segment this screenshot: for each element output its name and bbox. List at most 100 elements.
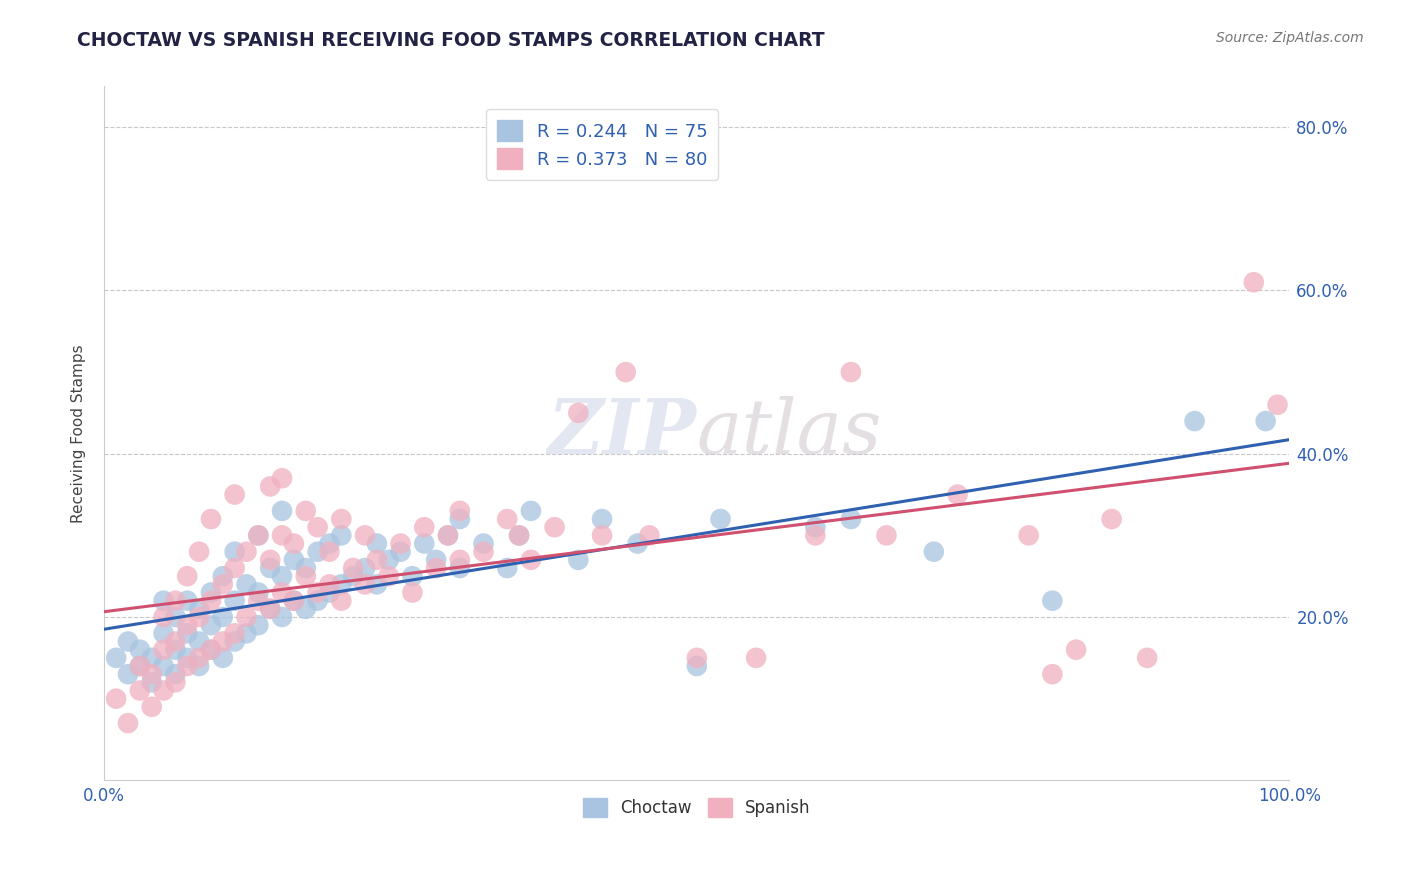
Point — [271, 504, 294, 518]
Point — [165, 675, 187, 690]
Point — [211, 650, 233, 665]
Point — [342, 561, 364, 575]
Point — [259, 602, 281, 616]
Point — [626, 536, 648, 550]
Text: ZIP: ZIP — [548, 396, 697, 470]
Point — [259, 553, 281, 567]
Point — [271, 585, 294, 599]
Point — [401, 569, 423, 583]
Point — [1136, 650, 1159, 665]
Text: atlas: atlas — [697, 396, 882, 470]
Point — [307, 585, 329, 599]
Point — [200, 642, 222, 657]
Point — [804, 520, 827, 534]
Legend: Choctaw, Spanish: Choctaw, Spanish — [576, 791, 817, 824]
Text: CHOCTAW VS SPANISH RECEIVING FOOD STAMPS CORRELATION CHART: CHOCTAW VS SPANISH RECEIVING FOOD STAMPS… — [77, 31, 825, 50]
Point — [224, 561, 246, 575]
Point — [520, 553, 543, 567]
Point — [200, 512, 222, 526]
Point — [1101, 512, 1123, 526]
Point — [366, 536, 388, 550]
Point — [188, 610, 211, 624]
Point — [686, 659, 709, 673]
Point — [472, 545, 495, 559]
Point — [389, 536, 412, 550]
Point — [165, 593, 187, 607]
Point — [354, 561, 377, 575]
Point — [176, 650, 198, 665]
Point — [283, 593, 305, 607]
Point — [165, 667, 187, 681]
Point — [259, 602, 281, 616]
Point — [330, 593, 353, 607]
Point — [354, 577, 377, 591]
Point — [259, 479, 281, 493]
Point — [271, 528, 294, 542]
Point — [211, 634, 233, 648]
Point — [1040, 667, 1063, 681]
Point — [1254, 414, 1277, 428]
Point — [283, 553, 305, 567]
Point — [128, 659, 150, 673]
Point — [330, 528, 353, 542]
Point — [105, 691, 128, 706]
Point — [259, 561, 281, 575]
Point — [247, 593, 270, 607]
Point — [413, 536, 436, 550]
Point — [165, 634, 187, 648]
Point — [638, 528, 661, 542]
Point — [224, 626, 246, 640]
Point — [294, 561, 316, 575]
Point — [247, 585, 270, 599]
Point — [1040, 593, 1063, 607]
Point — [543, 520, 565, 534]
Point — [307, 593, 329, 607]
Point — [567, 553, 589, 567]
Point — [437, 528, 460, 542]
Point — [152, 626, 174, 640]
Point — [271, 471, 294, 485]
Point — [922, 545, 945, 559]
Point — [294, 504, 316, 518]
Point — [211, 610, 233, 624]
Point — [389, 545, 412, 559]
Point — [224, 545, 246, 559]
Point — [425, 561, 447, 575]
Point — [377, 569, 399, 583]
Point — [152, 642, 174, 657]
Point — [1184, 414, 1206, 428]
Point — [686, 650, 709, 665]
Point — [188, 634, 211, 648]
Point — [449, 561, 471, 575]
Point — [176, 618, 198, 632]
Point — [200, 618, 222, 632]
Point — [377, 553, 399, 567]
Point — [128, 642, 150, 657]
Point — [152, 659, 174, 673]
Point — [224, 487, 246, 501]
Point — [165, 610, 187, 624]
Point — [294, 602, 316, 616]
Point — [508, 528, 530, 542]
Point — [235, 545, 257, 559]
Point — [318, 536, 340, 550]
Point — [152, 610, 174, 624]
Point — [425, 553, 447, 567]
Point — [318, 585, 340, 599]
Point — [354, 528, 377, 542]
Point — [141, 667, 163, 681]
Point — [318, 545, 340, 559]
Point — [271, 569, 294, 583]
Point — [839, 365, 862, 379]
Point — [1267, 398, 1289, 412]
Point — [152, 683, 174, 698]
Point — [472, 536, 495, 550]
Point — [804, 528, 827, 542]
Point — [307, 520, 329, 534]
Point — [283, 536, 305, 550]
Point — [141, 650, 163, 665]
Point — [1064, 642, 1087, 657]
Point — [508, 528, 530, 542]
Point — [342, 569, 364, 583]
Point — [141, 675, 163, 690]
